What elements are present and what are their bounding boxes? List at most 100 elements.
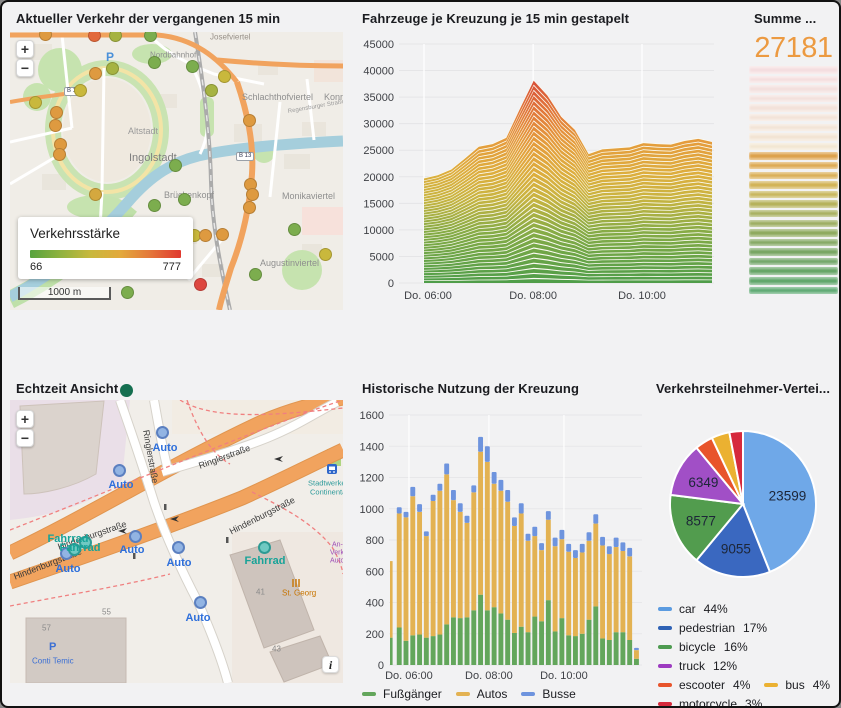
svg-text:25000: 25000 — [363, 145, 394, 157]
gauge-cell — [749, 248, 838, 256]
svg-text:35000: 35000 — [363, 92, 394, 104]
stacked-bar — [559, 529, 565, 665]
stacked-bar — [396, 507, 402, 665]
svg-text:1400: 1400 — [360, 441, 384, 453]
stream-layer — [424, 233, 712, 260]
stacked-bar — [498, 479, 504, 665]
stacked-bar — [403, 511, 409, 665]
legend-item-fußgänger[interactable]: Fußgänger — [362, 687, 442, 701]
stacked-bar — [634, 647, 639, 665]
restaurant-icon — [292, 579, 300, 587]
stream-layer — [424, 85, 712, 184]
stream-layer — [424, 207, 712, 247]
stream-layer — [424, 152, 712, 218]
legend-item-car[interactable]: car 44% — [658, 602, 728, 616]
traffic-intensity-dot — [248, 267, 262, 281]
street-label: 57 — [42, 623, 51, 633]
stream-layer — [424, 263, 712, 276]
stacked-bar — [390, 561, 393, 665]
railway — [193, 32, 232, 310]
car-marker — [155, 425, 169, 439]
map-place-label: Schlachthofviertel — [242, 92, 314, 102]
intersection-map-graphics — [10, 400, 343, 683]
gauge-cell — [749, 190, 838, 199]
svg-text:8577: 8577 — [686, 514, 716, 529]
stream-layer — [424, 136, 712, 210]
gauge-cell — [749, 171, 838, 180]
road-arrows — [118, 456, 283, 534]
stream-layer — [424, 96, 712, 189]
map-legend-min: 66 — [30, 261, 43, 273]
gauge-cell — [749, 133, 838, 141]
pie-slice-pedestrian — [695, 502, 772, 578]
car-marker — [128, 529, 142, 543]
legend-item-bicycle[interactable]: bicycle 16% — [658, 640, 748, 654]
stream-layer — [424, 268, 712, 278]
historic-bar-chart[interactable]: 0 200 400 600 800 1000 1200 1400 1600 Do. 06:00 Do… — [354, 400, 655, 685]
svg-text:400: 400 — [366, 598, 384, 610]
legend-item-autos[interactable]: Autos — [455, 687, 507, 701]
stacked-bar — [579, 543, 585, 665]
gauge-cell — [749, 85, 838, 93]
legend-item-bus[interactable]: bus 4% — [764, 678, 830, 692]
vehicle-label: Auto — [55, 563, 81, 575]
stream-layer — [424, 106, 712, 194]
traffic-intensity-dot — [147, 55, 161, 69]
legend-item-pedestrian[interactable]: pedestrian 17% — [658, 621, 767, 635]
legend-dash-icon — [658, 626, 672, 630]
legend-dash-icon — [658, 702, 672, 706]
road-ref-badge: B 13 — [236, 152, 255, 161]
realtime-zoom-out-button[interactable]: − — [16, 429, 34, 447]
gauge-cell — [749, 161, 838, 170]
map-scale-bar: 1000 m — [18, 287, 111, 300]
map-place-label: Augustinviertel — [260, 258, 320, 268]
legend-item-busse[interactable]: Busse — [521, 687, 576, 701]
distribution-pie-chart[interactable]: 23599 9055 8577 6349 — [642, 402, 841, 594]
map-place-label: P — [106, 50, 115, 64]
legend-item-truck[interactable]: truck 12% — [658, 659, 737, 673]
legend-item-escooter[interactable]: escooter 4% — [658, 678, 750, 692]
pie-chart-legend: car 44% pedestrian 17% bicycle 16% truck 12% esc… — [658, 602, 839, 706]
stream-layer — [424, 228, 712, 257]
bar-chart-legend: Fußgänger Autos Busse — [362, 687, 622, 701]
stacked-bar — [410, 486, 416, 665]
stream-chart[interactable]: 0 5000 10000 15000 20000 25000 30000 35000 40000… — [354, 32, 722, 306]
minor-roads — [10, 34, 316, 281]
map-zoom-in-button[interactable]: + — [16, 40, 34, 58]
street-label: 43 — [272, 644, 281, 654]
stacked-bar — [505, 490, 511, 665]
map-info-button[interactable]: i — [322, 656, 339, 673]
pie-slice-bicycle — [669, 493, 745, 562]
svg-text:Do. 08:00: Do. 08:00 — [509, 290, 557, 302]
panel-title-stream: Fahrzeuge je Kreuzung je 15 min gestapel… — [362, 11, 630, 26]
stream-layer — [424, 111, 712, 197]
car-marker — [171, 540, 185, 554]
svg-text:Do. 08:00: Do. 08:00 — [465, 670, 513, 682]
map-zoom-out-button[interactable]: − — [16, 59, 34, 77]
street-label: 41 — [256, 587, 265, 597]
legend-item-motorcycle[interactable]: motorcycle 3% — [658, 697, 762, 706]
stream-layer — [424, 223, 712, 255]
gauge-cell — [749, 277, 838, 285]
map-place-label: Ingolstadt — [129, 152, 177, 164]
vehicle-label: Auto — [185, 612, 211, 624]
street-label: Auto — [330, 557, 343, 565]
traffic-overview-map[interactable]: + − Verkehrsstärke 66 777 1000 m Josefvi… — [10, 32, 343, 310]
legend-dash-icon — [658, 664, 672, 668]
stream-layer — [424, 131, 712, 207]
gauge-cell — [749, 104, 838, 112]
svg-text:45000: 45000 — [363, 39, 394, 51]
vehicle-label: Auto — [152, 442, 178, 454]
gauge-cell — [749, 75, 838, 84]
realtime-zoom-in-button[interactable]: + — [16, 410, 34, 428]
stacked-bar — [586, 532, 592, 665]
traffic-intensity-dot — [242, 200, 256, 214]
stream-layer — [424, 202, 712, 244]
panel-title-realtime: Echtzeit Ansicht — [16, 381, 119, 396]
stacked-bar — [417, 504, 423, 665]
realtime-intersection-map[interactable]: + − i Ringlerstraße Ringlerstraße Hindenbu… — [10, 400, 343, 683]
svg-text:10000: 10000 — [363, 225, 394, 237]
traffic-intensity-dot — [193, 277, 207, 291]
stacked-bar — [593, 514, 599, 665]
